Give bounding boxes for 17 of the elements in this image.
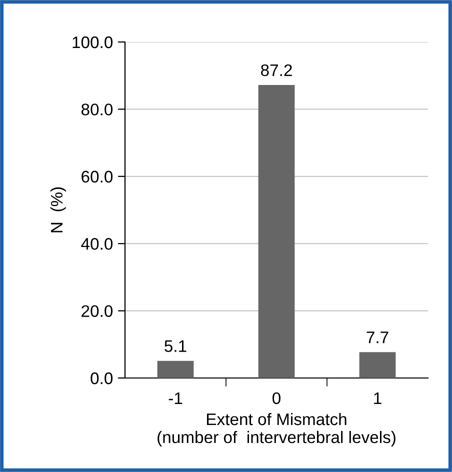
x-axis-title: Extent of Mismatch (number of intervertebral levels) bbox=[158, 412, 396, 446]
x-tick-label: 0 bbox=[272, 392, 280, 404]
y-tick-label: 60.0 bbox=[82, 170, 113, 183]
y-tick-label: 40.0 bbox=[81, 238, 113, 250]
data-label: 5.1 bbox=[164, 340, 186, 352]
data-label: 7.7 bbox=[366, 332, 388, 344]
bar bbox=[359, 352, 396, 378]
data-label: 87.2 bbox=[261, 64, 292, 76]
y-tick-label: 80.0 bbox=[81, 104, 113, 116]
y-tick-label: 100.0 bbox=[72, 36, 113, 48]
y-tick-label: 20.0 bbox=[82, 305, 113, 318]
x-tick-label: 1 bbox=[374, 392, 382, 404]
bar bbox=[157, 360, 194, 378]
y-tick-label: 0.0 bbox=[90, 372, 113, 384]
y-axis-title: N (%) bbox=[50, 187, 66, 232]
x-tick-label: -1 bbox=[168, 392, 182, 404]
bar bbox=[258, 85, 295, 378]
